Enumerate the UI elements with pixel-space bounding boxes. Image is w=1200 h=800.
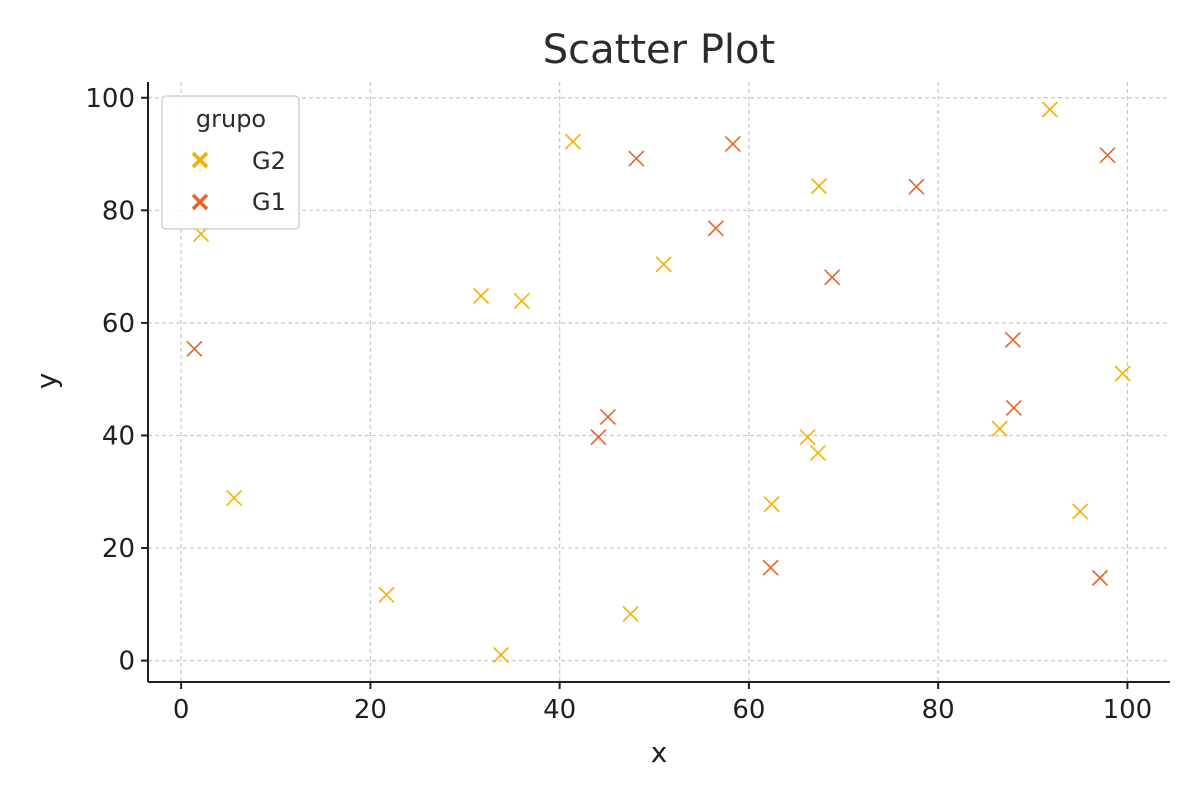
x-tick-label-0: 0: [173, 695, 190, 725]
point-g2-8: [655, 256, 672, 273]
point-g2-10: [799, 429, 816, 446]
point-g2-7: [622, 605, 639, 622]
point-g1-2: [599, 408, 616, 425]
point-g1-12: [1099, 147, 1116, 164]
point-g1-6: [762, 559, 779, 576]
point-g1-0: [186, 340, 203, 357]
legend-label-g2: G2: [252, 147, 286, 175]
point-g1-9: [1004, 331, 1021, 348]
x-tick-label-60: 60: [732, 695, 765, 725]
point-g1-1: [590, 429, 607, 446]
y-tick-label-20: 20: [102, 534, 135, 564]
legend-entry-g2: G2: [191, 147, 286, 175]
x-tick-label-100: 100: [1103, 695, 1153, 725]
x-tick-label-40: 40: [543, 695, 576, 725]
point-g2-13: [991, 420, 1008, 437]
data-points: [186, 101, 1131, 664]
point-g1-11: [1091, 569, 1109, 586]
x-tick-label-20: 20: [354, 695, 387, 725]
point-g2-5: [564, 133, 581, 150]
point-g2-16: [1114, 365, 1131, 382]
series-g1: [186, 135, 1116, 586]
point-g2-11: [809, 444, 827, 461]
point-g1-7: [824, 269, 841, 286]
x-tick-label-80: 80: [922, 695, 955, 725]
y-tick-label-60: 60: [102, 309, 135, 339]
point-g1-10: [1005, 399, 1022, 416]
series-g2: [192, 101, 1131, 664]
legend-label-g1: G1: [252, 188, 286, 216]
y-tick-label-40: 40: [102, 421, 135, 451]
y-tick-label-100: 100: [85, 84, 135, 114]
point-g2-9: [763, 496, 780, 513]
legend-marker-g2: [191, 151, 209, 169]
y-tick-label-80: 80: [102, 196, 135, 226]
y-tick-label-0: 0: [118, 647, 135, 677]
point-g2-1: [226, 489, 243, 507]
x-axis-label: x: [651, 736, 668, 769]
y-axis-label: y: [30, 373, 63, 390]
point-g2-4: [513, 292, 530, 310]
point-g1-5: [724, 135, 741, 152]
point-g2-12: [810, 178, 827, 195]
chart-title: Scatter Plot: [543, 27, 775, 73]
grid: [148, 82, 1170, 682]
point-g2-3: [473, 287, 490, 304]
legend: grupo G2 G1: [161, 95, 300, 230]
legend-box: [161, 95, 300, 230]
axes: 0 20 40 60 80 100 0 20 40 60 80 100: [85, 82, 1170, 725]
legend-marker-g1: [191, 193, 209, 211]
point-g1-8: [908, 178, 925, 195]
point-g2-15: [1072, 503, 1089, 520]
legend-entry-g1: G1: [191, 188, 286, 216]
legend-title: grupo: [196, 105, 266, 133]
point-g2-2: [378, 586, 395, 603]
point-g1-4: [707, 220, 724, 237]
point-g2-6: [492, 646, 510, 664]
point-g1-3: [628, 150, 645, 167]
point-g2-14: [1041, 101, 1058, 118]
